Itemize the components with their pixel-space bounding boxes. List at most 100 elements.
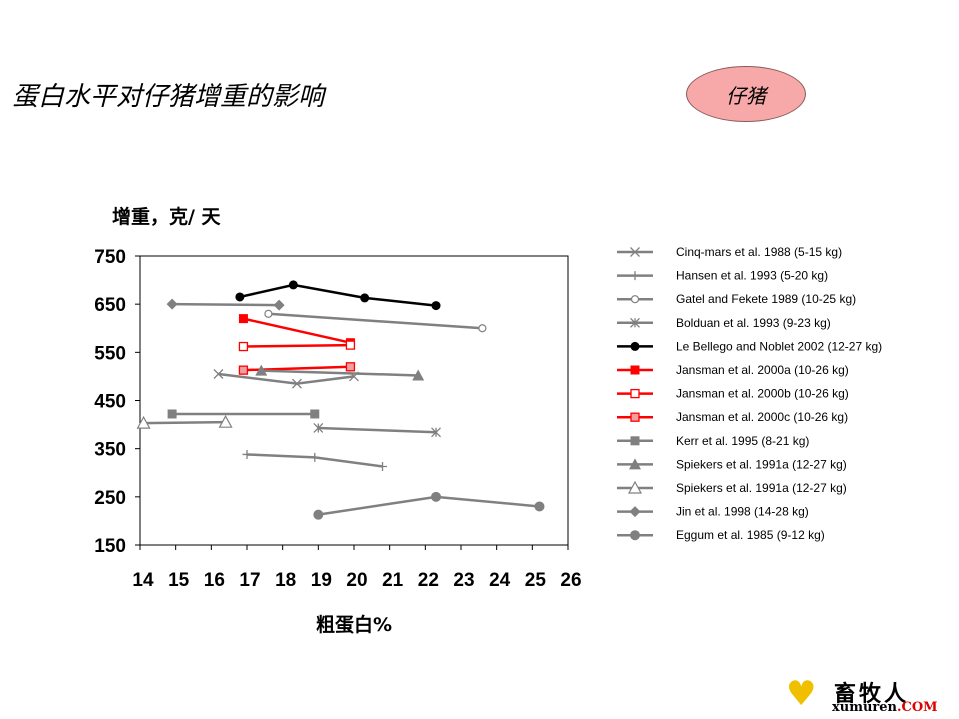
- legend-label: Gatel and Fekete 1989 (10-25 kg): [676, 292, 856, 306]
- legend-marker: [630, 341, 640, 351]
- brand-logo: ♥ 畜牧人 xumuren.COM: [786, 674, 954, 716]
- legend-label: Cinq-mars et al. 1988 (5-15 kg): [676, 245, 842, 259]
- legend-entry: Kerr et al. 1995 (8-21 kg): [617, 434, 809, 448]
- series-5: [235, 280, 441, 311]
- x-tick-label: 25: [525, 570, 547, 591]
- x-tick-label: 22: [418, 570, 439, 591]
- y-tick-label: 350: [94, 440, 126, 461]
- x-tick-label: 17: [239, 570, 260, 591]
- series-4: [313, 422, 441, 438]
- legend-entry: Cinq-mars et al. 1988 (5-15 kg): [617, 245, 842, 259]
- data-point: [310, 409, 320, 419]
- legend-marker: [630, 436, 640, 446]
- series-10: [255, 364, 425, 381]
- legend-marker: [630, 317, 640, 328]
- x-tick-label: 19: [311, 570, 332, 591]
- data-point: [213, 369, 224, 379]
- data-point: [255, 364, 268, 376]
- heart-logo-icon: ♥: [786, 674, 817, 714]
- series-13: [313, 491, 545, 520]
- legend-label: Hansen et al. 1993 (5-20 kg): [676, 269, 828, 283]
- logo-english-com: .COM: [896, 700, 938, 715]
- logo-english-main: xumuren: [832, 700, 897, 715]
- data-point: [360, 293, 370, 303]
- series-12: [166, 298, 285, 311]
- legend-marker: [630, 530, 640, 541]
- page-title: 蛋白水平对仔猪增重的影响: [12, 82, 325, 112]
- data-point: [345, 340, 356, 350]
- y-tick-label: 450: [94, 392, 126, 413]
- x-axis-label: 粗蛋白%: [316, 614, 393, 636]
- series-line: [243, 317, 351, 344]
- y-tick-label: 250: [94, 488, 126, 509]
- y-tick-label: 550: [94, 343, 126, 364]
- data-point: [238, 314, 248, 324]
- series-7: [238, 340, 356, 352]
- series-line: [243, 343, 351, 348]
- legend-entry: Jansman et al. 2000b (10-26 kg): [617, 387, 849, 401]
- series-line: [143, 420, 226, 425]
- legend-entry: Spiekers et al. 1991a (12-27 kg): [617, 457, 847, 471]
- y-tick-label: 750: [94, 247, 126, 268]
- x-tick-label: 15: [168, 570, 190, 591]
- series-3: [264, 309, 487, 333]
- data-point: [167, 409, 177, 419]
- data-point: [238, 365, 249, 375]
- legend-entry: Gatel and Fekete 1989 (10-25 kg): [617, 292, 856, 306]
- legend-label: Bolduan et al. 1993 (9-23 kg): [676, 316, 831, 330]
- legend-marker: [630, 247, 640, 257]
- legend-label: Jansman et al. 2000a (10-26 kg): [676, 363, 849, 377]
- y-tick-label: 650: [94, 295, 126, 316]
- legend-label: Eggum et al. 1985 (9-12 kg): [676, 528, 825, 542]
- x-tick-label: 20: [346, 570, 367, 591]
- series-line: [318, 495, 540, 516]
- category-badge: 仔猪: [686, 66, 806, 122]
- legend-entry: Eggum et al. 1985 (9-12 kg): [617, 528, 825, 542]
- data-point: [478, 324, 487, 333]
- legend-marker: [630, 271, 640, 281]
- data-point: [412, 369, 425, 381]
- y-axis-label: 增重，克/ 天: [112, 206, 221, 228]
- data-point: [310, 452, 320, 462]
- series-line: [261, 369, 419, 377]
- x-tick-label: 18: [275, 570, 296, 591]
- data-point: [273, 299, 285, 311]
- legend-entry: Le Bellego and Noblet 2002 (12-27 kg): [617, 339, 882, 353]
- logo-chinese-text: 畜牧人: [834, 682, 910, 707]
- data-point: [431, 427, 441, 438]
- data-point: [264, 309, 273, 318]
- series-line: [218, 372, 355, 385]
- legend-label: Spiekers et al. 1991a (12-27 kg): [676, 457, 847, 471]
- data-point: [136, 415, 151, 429]
- data-point: [345, 362, 356, 372]
- legend-label: Jansman et al. 2000b (10-26 kg): [676, 387, 849, 401]
- legend-label: Le Bellego and Noblet 2002 (12-27 kg): [676, 339, 882, 353]
- data-point: [235, 292, 245, 302]
- legend-marker: [630, 412, 640, 422]
- data-point: [242, 449, 252, 459]
- data-point: [166, 298, 178, 310]
- legend-entry: Jin et al. 1998 (14-28 kg): [617, 505, 809, 519]
- data-point: [313, 509, 324, 520]
- series-2: [242, 449, 388, 471]
- legend-entry: Jansman et al. 2000a (10-26 kg): [617, 363, 849, 377]
- data-point: [313, 422, 324, 433]
- series-9: [167, 409, 320, 419]
- data-point: [291, 378, 302, 389]
- x-tick-label: 16: [204, 570, 225, 591]
- data-point: [218, 414, 233, 428]
- legend-marker: [630, 388, 640, 399]
- x-tick-label: 14: [132, 570, 154, 591]
- data-point: [534, 501, 545, 512]
- data-point: [288, 280, 298, 290]
- logo-english-text: xumuren.COM: [832, 700, 938, 715]
- legend-label: Jin et al. 1998 (14-28 kg): [676, 505, 809, 519]
- legend-marker: [627, 480, 643, 494]
- legend-marker: [629, 458, 641, 470]
- legend-entry: Spiekers et al. 1991a (12-27 kg): [617, 480, 847, 495]
- plot-area-frame: [139, 255, 569, 546]
- legend-label: Kerr et al. 1995 (8-21 kg): [676, 434, 809, 448]
- legend-entry: Bolduan et al. 1993 (9-23 kg): [617, 316, 831, 330]
- data-point: [378, 461, 388, 471]
